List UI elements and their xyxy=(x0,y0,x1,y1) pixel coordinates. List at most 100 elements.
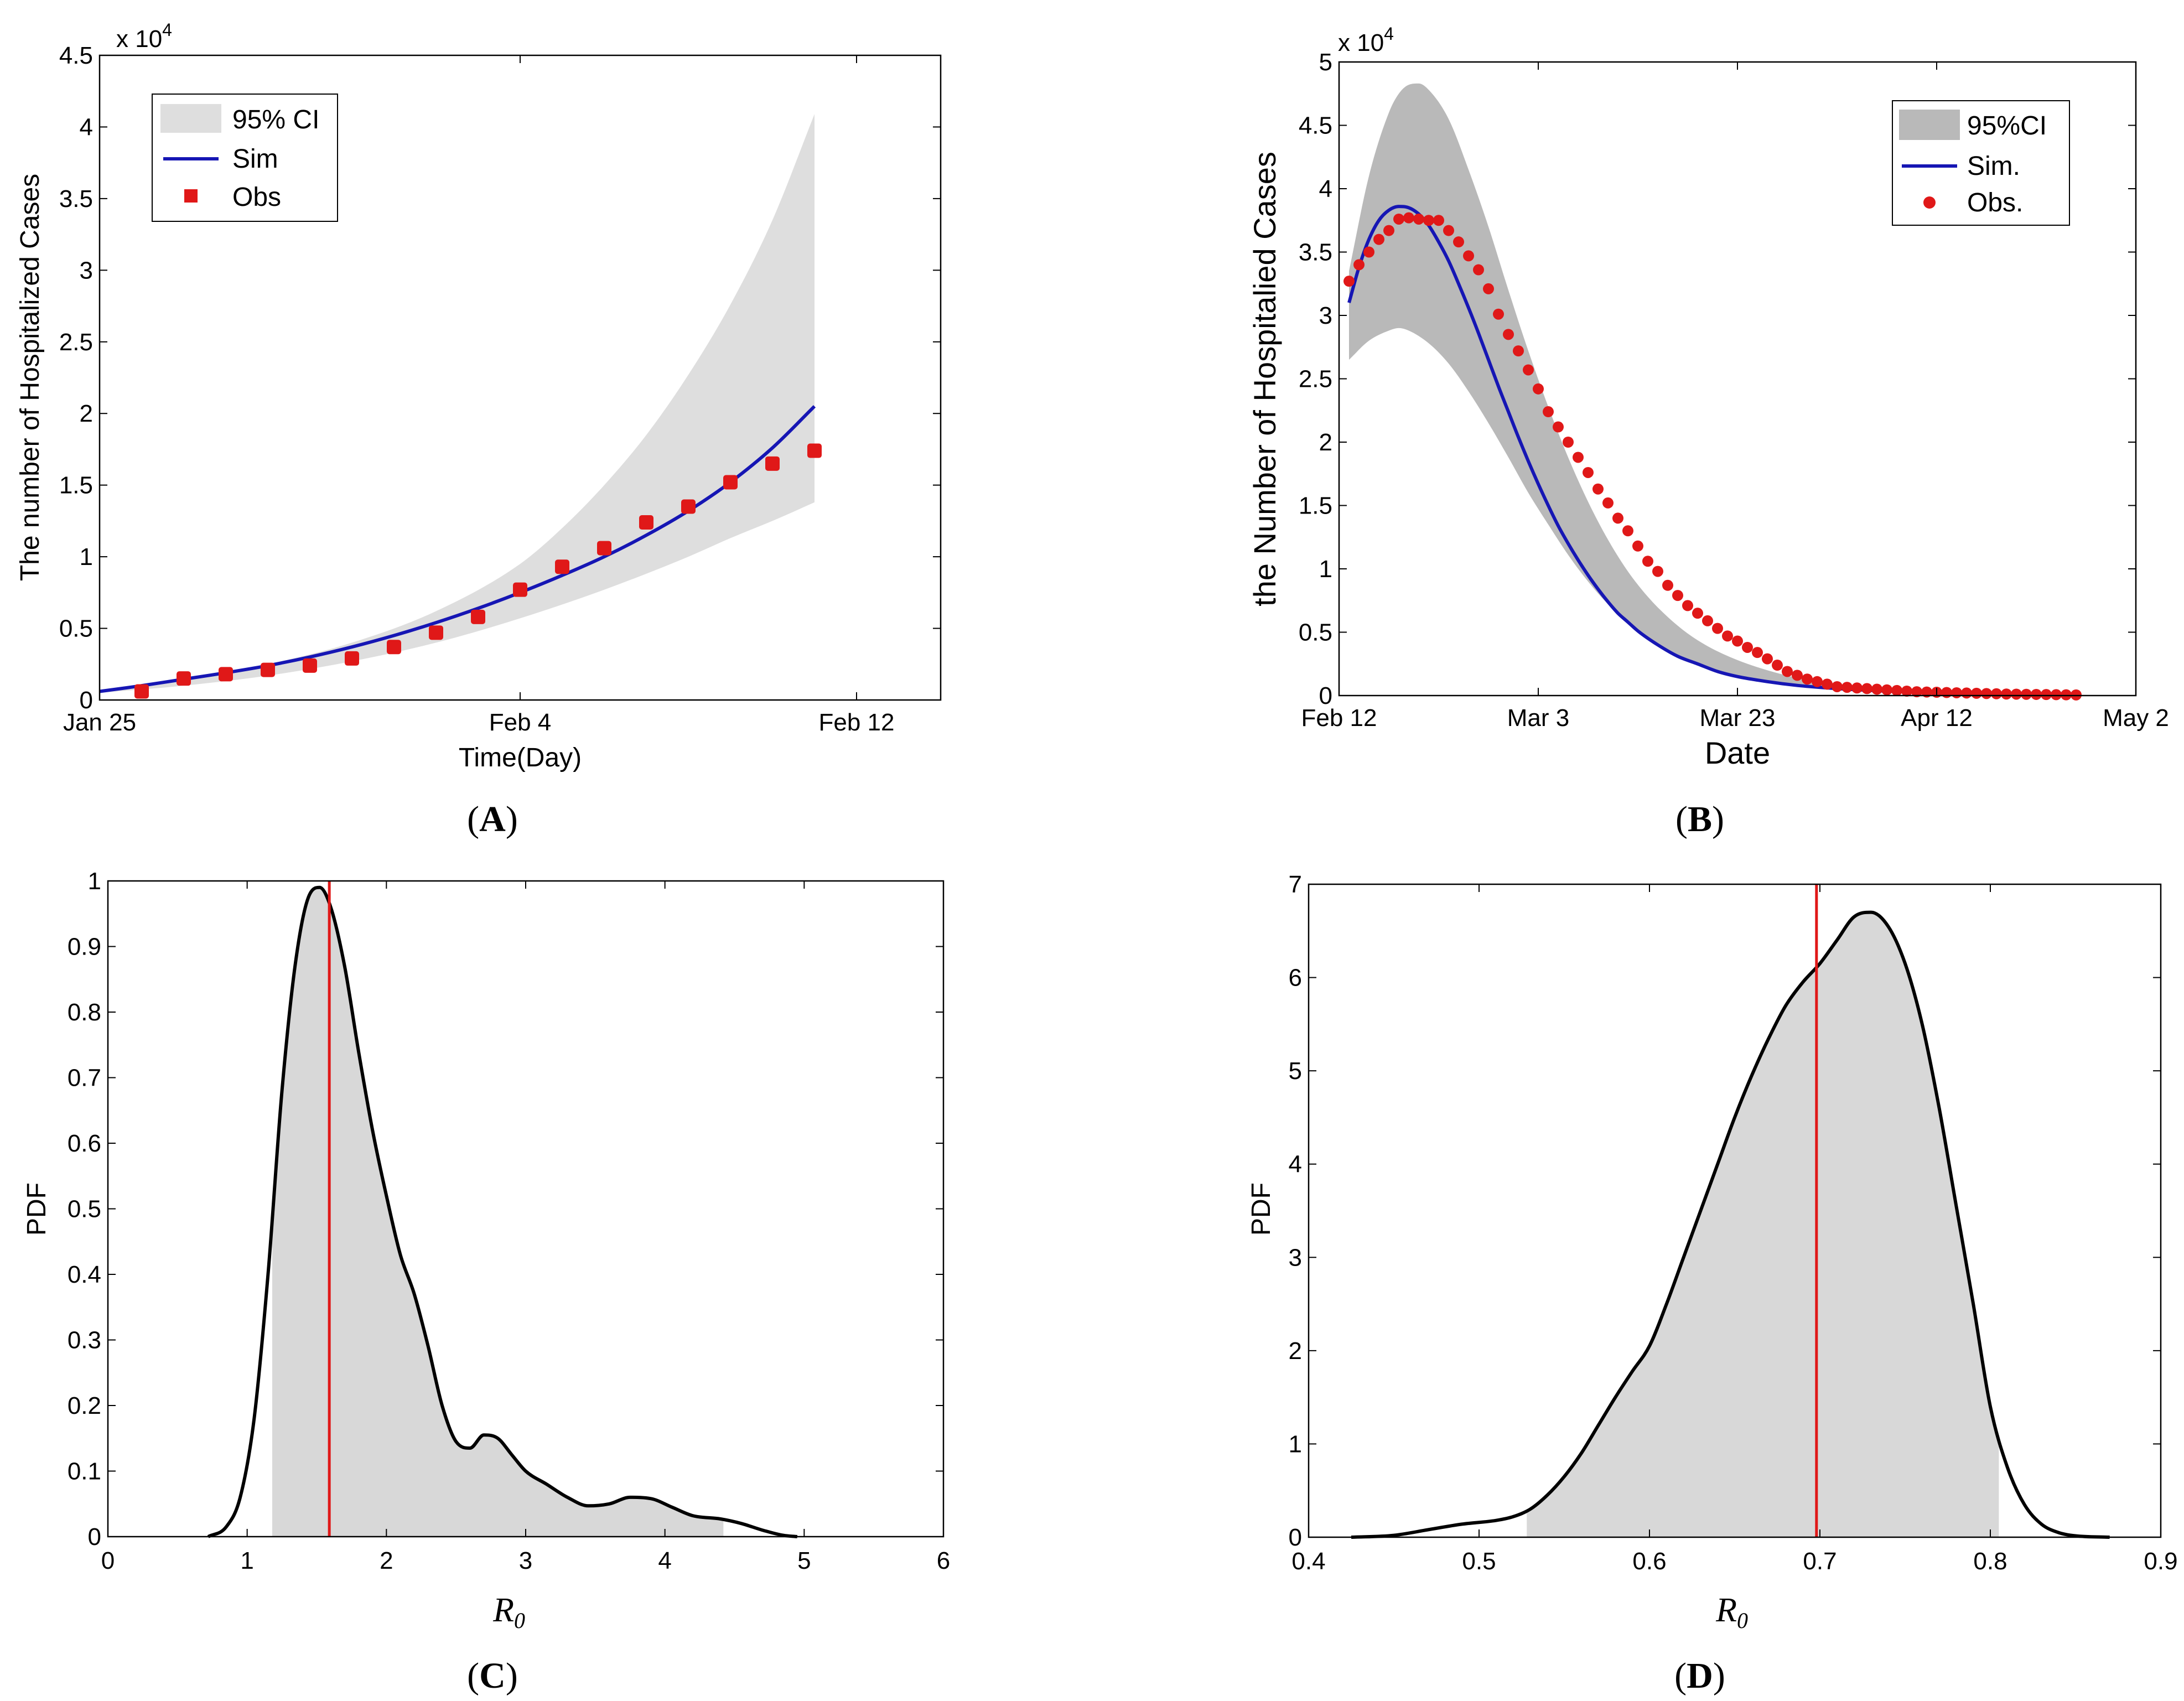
a-obs-marker-layer xyxy=(134,443,822,699)
c-tick-layer: 0 1 2 3 4 5 6 0 0.1 0.2 0.3 0.4 0.5 0.6 0.7 0.8 0.9 1 xyxy=(68,868,950,1574)
a-y-tick-label: 4 xyxy=(80,113,93,141)
b-obs-marker xyxy=(1413,213,1424,225)
panel-label-b: (B) xyxy=(1675,799,1724,839)
d-x-tick-label: 0.7 xyxy=(1803,1548,1837,1575)
b-x-tick-label: Feb 12 xyxy=(1301,704,1377,732)
b-obs-marker-layer xyxy=(1343,212,2082,701)
a-obs-marker xyxy=(765,456,780,471)
b-x-tick-label: May 2 xyxy=(2103,704,2169,732)
a-obs-marker xyxy=(681,499,696,514)
b-obs-marker xyxy=(1543,406,1554,418)
a-x-tick-label: Feb 12 xyxy=(819,709,895,736)
c-x-tick-label: 2 xyxy=(380,1547,393,1574)
panel-label-a: (A) xyxy=(467,799,518,839)
b-obs-marker xyxy=(1851,682,1863,694)
b-legend: 95%CI Sim. Obs. xyxy=(1892,100,2070,226)
a-ci-band xyxy=(100,114,815,693)
a-y-tick-label: 2 xyxy=(80,400,93,427)
a-obs-marker xyxy=(177,671,191,686)
b-obs-marker xyxy=(1622,525,1633,537)
b-obs-marker xyxy=(2021,688,2032,700)
d-x-tick-label: 0.9 xyxy=(2144,1548,2177,1575)
panel-c: 0 1 2 3 4 5 600.10.20.30.40.50.60.70.80.91 R0 … xyxy=(22,868,950,1696)
b-obs-marker xyxy=(2011,688,2022,700)
c-y-tick-label: 0.8 xyxy=(68,999,101,1026)
b-obs-marker xyxy=(1911,686,1922,698)
b-obs-marker xyxy=(1493,308,1504,320)
c-x-tick-label: 6 xyxy=(937,1547,950,1574)
a-obs-marker xyxy=(807,443,822,458)
b-x-tick-label: Mar 23 xyxy=(1700,704,1776,732)
b-obs-marker xyxy=(1652,566,1663,577)
a-y-tick-label: 4.5 xyxy=(59,42,93,69)
d-y-tick-label: 7 xyxy=(1289,871,1302,898)
b-obs-marker xyxy=(1692,608,1703,619)
b-obs-marker xyxy=(1612,512,1623,524)
a-y-tick-label: 1 xyxy=(80,543,93,571)
c-y-tick-label: 1 xyxy=(88,868,101,895)
b-obs-marker xyxy=(1822,678,1833,690)
b-y-tick-label: 2.5 xyxy=(1299,366,1332,393)
d-axes-frame xyxy=(1308,883,2162,1538)
b-obs-marker xyxy=(2051,689,2062,701)
b-obs-marker xyxy=(2041,689,2052,701)
b-obs-marker xyxy=(1363,246,1374,258)
d-y-axis-label: PDF xyxy=(1247,1183,1276,1236)
a-legend-ci-swatch xyxy=(160,104,221,133)
b-obs-marker xyxy=(1602,497,1614,509)
a-obs-marker xyxy=(219,667,233,682)
a-legend-ci-label: 95% CI xyxy=(232,105,319,134)
b-obs-marker xyxy=(1393,213,1404,225)
b-obs-marker xyxy=(1373,234,1384,245)
c-pdf-curve xyxy=(207,885,798,1538)
b-obs-marker xyxy=(1583,466,1594,478)
a-x-tick-label: Feb 4 xyxy=(489,709,552,736)
c-x-tick-label: 4 xyxy=(658,1547,671,1574)
b-obs-marker xyxy=(1433,215,1444,226)
b-obs-marker xyxy=(1802,673,1813,685)
b-obs-marker xyxy=(2001,688,2012,700)
d-y-tick-label: 0 xyxy=(1289,1524,1302,1551)
a-y-axis-label: The number of Hospitalized Cases xyxy=(15,174,45,581)
b-obs-marker xyxy=(1513,345,1524,357)
a-y-multiplier: x 104 xyxy=(116,20,172,53)
d-shaded-area xyxy=(1527,912,1999,1537)
b-obs-marker xyxy=(1642,556,1653,567)
b-obs-marker xyxy=(1762,653,1773,665)
d-x-tick-label: 0.4 xyxy=(1291,1548,1325,1575)
panel-label-c: (C) xyxy=(467,1656,518,1696)
d-y-tick-label: 1 xyxy=(1289,1430,1302,1458)
a-legend-obs-swatch xyxy=(184,189,198,203)
b-tick-layer: Feb 12 Mar 3 Mar 23 Apr 12 May 2 0 0.5 1 1.5 2 2.5… xyxy=(1299,49,2169,732)
c-shaded-area xyxy=(272,887,724,1537)
c-y-tick-label: 0.3 xyxy=(68,1327,101,1354)
b-obs-marker xyxy=(1443,225,1454,236)
a-y-tick-label: 0.5 xyxy=(59,615,93,642)
a-obs-marker xyxy=(555,559,569,574)
b-y-tick-label: 0 xyxy=(1319,682,1332,709)
c-y-tick-label: 0.6 xyxy=(68,1130,101,1157)
c-pdf-curve-layer xyxy=(207,885,798,1538)
d-tick-layer: 0.4 0.5 0.6 0.7 0.8 0.9 0 1 2 3 4 5 6 7 xyxy=(1289,871,2178,1575)
b-obs-marker xyxy=(1812,676,1823,687)
c-y-tick-label: 0.9 xyxy=(68,934,101,961)
b-y-tick-label: 4 xyxy=(1319,175,1332,203)
b-obs-marker xyxy=(1981,688,1992,699)
b-obs-marker xyxy=(1672,590,1683,601)
b-obs-marker xyxy=(1423,215,1434,226)
c-y-axis-label: PDF xyxy=(22,1183,51,1236)
d-x-tick-label: 0.6 xyxy=(1632,1548,1666,1575)
b-obs-marker xyxy=(1732,635,1743,647)
panel-a: Jan 25 Feb 4 Feb 12 0 0.5 1 1.5 2 2.5 3 3.5 4 4.5 x … xyxy=(15,20,942,839)
d-y-tick-label: 5 xyxy=(1289,1057,1302,1085)
d-x-tick-label: 0.5 xyxy=(1462,1548,1496,1575)
a-y-tick-label: 1.5 xyxy=(59,472,93,499)
b-legend-sim-label: Sim. xyxy=(1967,152,2020,181)
a-obs-marker xyxy=(639,515,653,530)
a-obs-marker xyxy=(471,609,485,624)
a-legend: 95% CI Sim Obs xyxy=(152,94,338,222)
b-y-axis-label: the Number of Hospitalied Cases xyxy=(1247,152,1282,606)
c-x-axis-label: R0 xyxy=(492,1591,525,1633)
b-obs-marker xyxy=(1871,683,1882,695)
